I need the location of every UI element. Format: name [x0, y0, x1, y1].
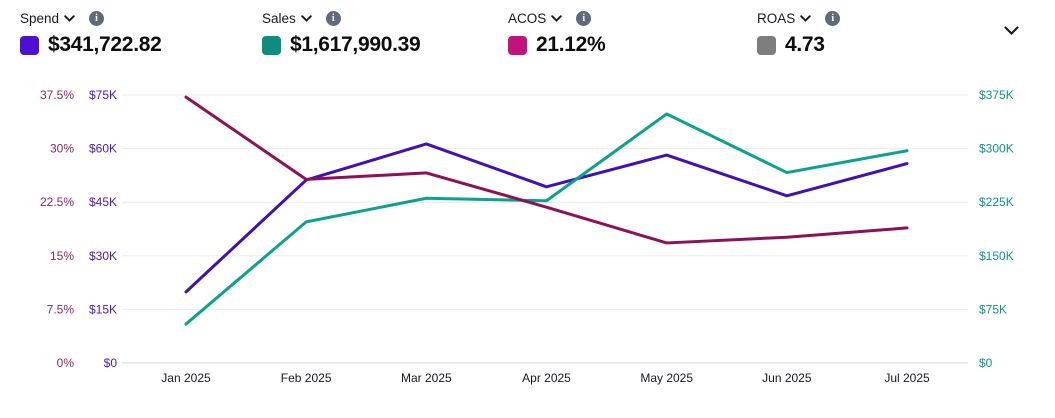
metric-roas-dropdown[interactable]: ROAS — [757, 10, 796, 26]
x-axis-month-label: Mar 2025 — [401, 371, 452, 385]
acos-line[interactable] — [184, 95, 909, 245]
left-percent-tick: 15% — [50, 249, 74, 263]
sales-value: $1,617,990.39 — [290, 33, 421, 56]
left-dollar-tick: $75K — [89, 88, 117, 102]
metric-sales: Sales i $1,617,990.39 — [262, 9, 421, 57]
sales-color-swatch — [262, 35, 281, 55]
info-icon[interactable]: i — [89, 10, 105, 26]
metric-roas: ROAS i 4.73 — [757, 9, 841, 57]
metric-acos: ACOS i 21.12% — [508, 9, 606, 57]
collapse-panel-chevron-icon[interactable] — [1004, 26, 1019, 35]
right-dollar-tick: $225K — [979, 195, 1014, 209]
spend-line[interactable] — [184, 142, 909, 294]
x-axis-month-label: Apr 2025 — [522, 371, 571, 385]
left-percent-tick: 7.5% — [47, 302, 75, 316]
left-dollar-tick: $0 — [104, 356, 118, 370]
metric-sales-dropdown[interactable]: Sales — [262, 10, 296, 26]
spend-color-swatch — [20, 35, 39, 55]
metric-acos-dropdown[interactable]: ACOS — [508, 10, 547, 26]
left-dollar-tick: $60K — [89, 142, 117, 156]
right-dollar-tick: $75K — [979, 302, 1007, 316]
right-dollar-tick: $0 — [979, 356, 993, 370]
acos-value: 21.12% — [536, 33, 606, 56]
chevron-down-icon[interactable] — [551, 14, 563, 22]
right-dollar-tick: $300K — [979, 142, 1014, 156]
roas-value: 4.73 — [785, 33, 825, 56]
left-percent-tick: 30% — [50, 142, 74, 156]
info-icon[interactable]: i — [576, 10, 592, 26]
left-dollar-tick: $45K — [89, 195, 117, 209]
x-axis-month-label: May 2025 — [640, 371, 693, 385]
x-axis-month-label: Jun 2025 — [762, 371, 812, 385]
chevron-down-icon[interactable] — [800, 14, 812, 22]
x-axis-month-label: Jan 2025 — [161, 371, 211, 385]
spend-value: $341,722.82 — [48, 33, 162, 56]
left-percent-tick: 0% — [57, 356, 75, 370]
acos-color-swatch — [508, 35, 527, 55]
metric-spend-dropdown[interactable]: Spend — [20, 10, 60, 26]
x-axis-month-label: Jul 2025 — [884, 371, 930, 385]
right-dollar-tick: $150K — [979, 249, 1014, 263]
left-percent-tick: 22.5% — [40, 195, 74, 209]
info-icon[interactable]: i — [825, 10, 841, 26]
chevron-down-icon[interactable] — [301, 14, 312, 22]
left-dollar-tick: $30K — [89, 249, 117, 263]
right-dollar-tick: $375K — [979, 88, 1014, 102]
chevron-down-icon[interactable] — [64, 14, 75, 22]
roas-color-swatch — [757, 35, 776, 55]
left-percent-tick: 37.5% — [40, 88, 74, 102]
sales-line[interactable] — [184, 112, 909, 326]
left-dollar-tick: $15K — [89, 302, 117, 316]
x-axis-month-label: Feb 2025 — [281, 371, 332, 385]
metric-spend: Spend i $341,722.82 — [20, 9, 162, 57]
info-icon[interactable]: i — [325, 10, 341, 26]
